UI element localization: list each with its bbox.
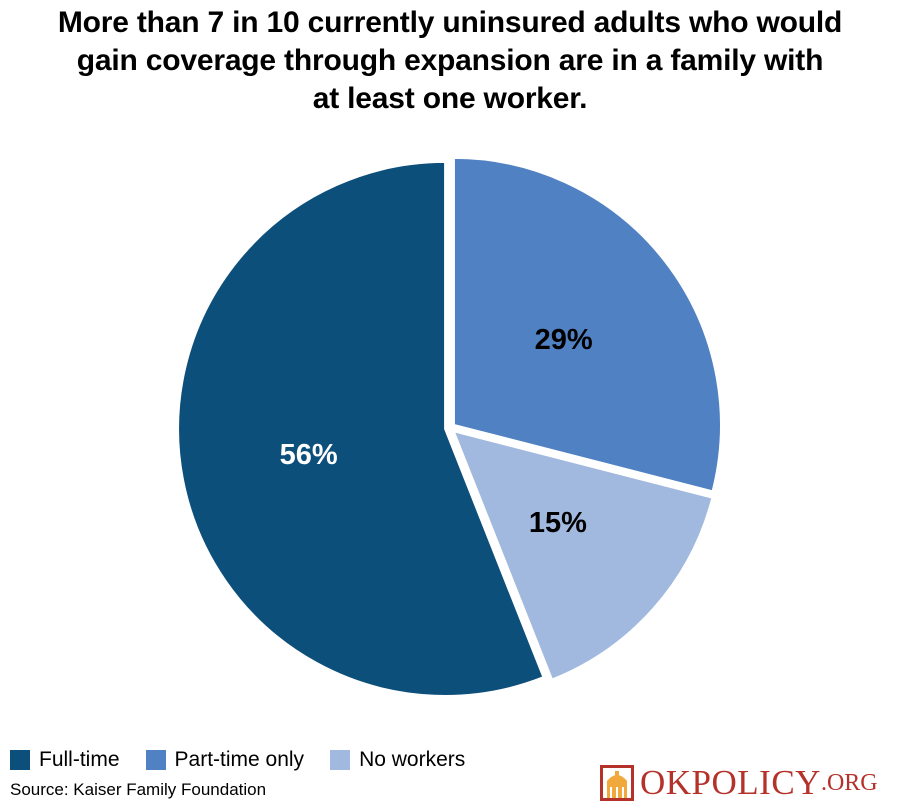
logo-suffix: .ORG [820, 769, 878, 796]
okpolicy-logo[interactable]: OKPOLICY .ORG [600, 763, 878, 803]
pie-label-part-time-only: 29% [535, 324, 593, 356]
pie-label-full-time: 56% [280, 439, 338, 471]
source-note: Source: Kaiser Family Foundation [10, 780, 267, 799]
legend-swatch-part-time-only [145, 750, 166, 770]
legend-swatch-no-workers [330, 750, 351, 770]
legend-swatch-full-time [10, 750, 30, 770]
legend-label-part-time-only: Part-time only [174, 748, 305, 771]
legend-item-part-time-only: Part-time only [145, 748, 305, 772]
chart-title-line-2: gain coverage through expansion are in a… [76, 44, 824, 77]
capitol-dome-icon [600, 765, 634, 801]
legend-item-no-workers: No workers [330, 748, 465, 772]
pie-slice-part-time-only [452, 156, 722, 493]
logo-wordmark: OKPOLICY [640, 763, 821, 802]
legend-label-full-time: Full-time [39, 748, 120, 771]
legend-label-no-workers: No workers [359, 748, 466, 771]
legend: Full-time Part-time only No workers [10, 748, 491, 772]
chart-title-line-3: at least one worker. [312, 82, 588, 115]
chart-title: More than 7 in 10 currently uninsured ad… [0, 4, 900, 118]
pie-slice-full-time [177, 160, 545, 697]
pie-label-no-workers: 15% [529, 507, 587, 539]
pie-slice-no-workers [452, 429, 714, 681]
legend-item-full-time: Full-time [10, 748, 120, 772]
chart-title-line-1: More than 7 in 10 currently uninsured ad… [57, 6, 843, 39]
